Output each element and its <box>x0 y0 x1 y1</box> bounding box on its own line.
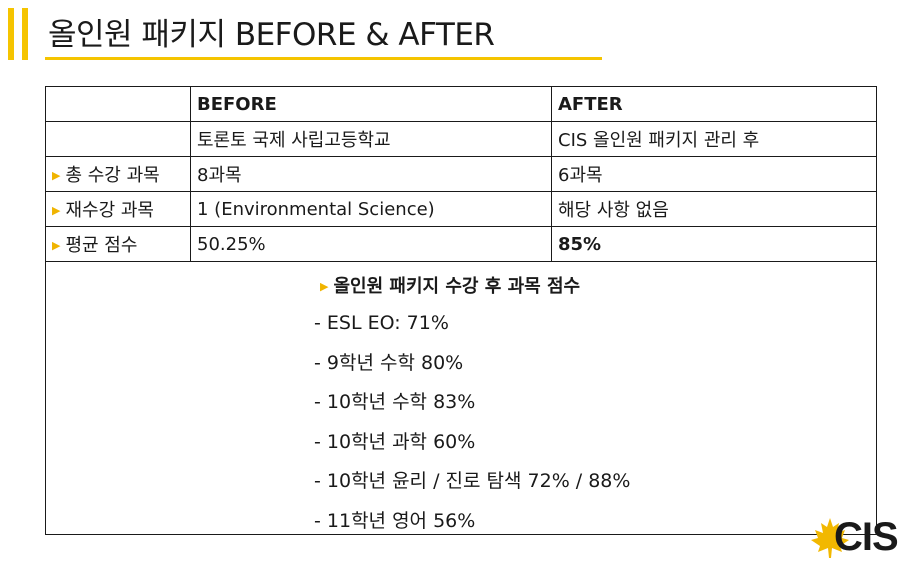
header-before: BEFORE <box>190 86 552 122</box>
row-label-retake-courses: ▶ 재수강 과목 <box>45 191 191 227</box>
maple-leaf-icon <box>811 518 849 558</box>
list-item: - 11학년 영어 56% <box>314 509 476 532</box>
row-after-value: 6과목 <box>551 156 877 192</box>
school-label-cell <box>45 121 191 157</box>
bullet-triangle-icon: ▶ <box>52 169 61 182</box>
row-label-total-courses: ▶ 총 수강 과목 <box>45 156 191 192</box>
logo-text: CIS <box>834 515 899 559</box>
school-row: 토론토 국제 사립고등학교 CIS 올인원 패키지 관리 후 <box>45 121 877 157</box>
list-item: - ESL EO: 71% <box>314 312 449 334</box>
table-row: ▶ 재수강 과목 1 (Environmental Science) 해당 사항 … <box>45 191 877 227</box>
cis-logo: CIS <box>810 515 902 560</box>
row-label-text: 평균 점수 <box>65 235 138 256</box>
header-corner-cell <box>45 86 191 122</box>
row-after-value: 해당 사항 없음 <box>551 191 877 227</box>
table-header-row: BEFORE AFTER <box>45 86 877 122</box>
title-accent-bar-left <box>8 8 14 60</box>
bullet-triangle-icon: ▶ <box>320 280 329 293</box>
row-label-text: 재수강 과목 <box>65 200 154 221</box>
school-before: 토론토 국제 사립고등학교 <box>190 121 552 157</box>
row-after-value: 85% <box>551 226 877 262</box>
school-after: CIS 올인원 패키지 관리 후 <box>551 121 877 157</box>
row-label-text: 총 수강 과목 <box>65 165 160 186</box>
scores-row: ▶ 올인원 패키지 수강 후 과목 점수 - ESL EO: 71% - 9학년 … <box>45 261 877 535</box>
list-item: - 10학년 윤리 / 진로 탐색 72% / 88% <box>314 470 631 492</box>
table-row: ▶ 총 수강 과목 8과목 6과목 <box>45 156 877 192</box>
list-item: - 10학년 과학 60% <box>314 430 476 453</box>
list-item: - 10학년 수학 83% <box>314 391 476 413</box>
table-row: ▶ 평균 점수 50.25% 85% <box>45 226 877 262</box>
bullet-triangle-icon: ▶ <box>52 204 61 217</box>
scores-heading-text: 올인원 패키지 수강 후 과목 점수 <box>333 276 581 297</box>
row-label-average-score: ▶ 평균 점수 <box>45 226 191 262</box>
list-item: - 9학년 수학 80% <box>314 351 464 374</box>
scores-cell: ▶ 올인원 패키지 수강 후 과목 점수 - ESL EO: 71% - 9학년 … <box>45 261 877 535</box>
title-accent-bar-right <box>22 8 28 60</box>
comparison-table: BEFORE AFTER 토론토 국제 사립고등학교 CIS 올인원 패키지 관… <box>45 86 877 535</box>
title-underline <box>45 57 602 60</box>
row-before-value: 1 (Environmental Science) <box>190 191 552 227</box>
header-after: AFTER <box>551 86 877 122</box>
row-before-value: 50.25% <box>190 226 552 262</box>
scores-heading: ▶ 올인원 패키지 수강 후 과목 점수 <box>320 272 580 298</box>
page-title: 올인원 패키지 BEFORE & AFTER <box>48 17 495 53</box>
row-before-value: 8과목 <box>190 156 552 192</box>
scores-list: - ESL EO: 71% - 9학년 수학 80% - 10학년 수학 83%… <box>314 310 631 534</box>
bullet-triangle-icon: ▶ <box>52 239 61 252</box>
